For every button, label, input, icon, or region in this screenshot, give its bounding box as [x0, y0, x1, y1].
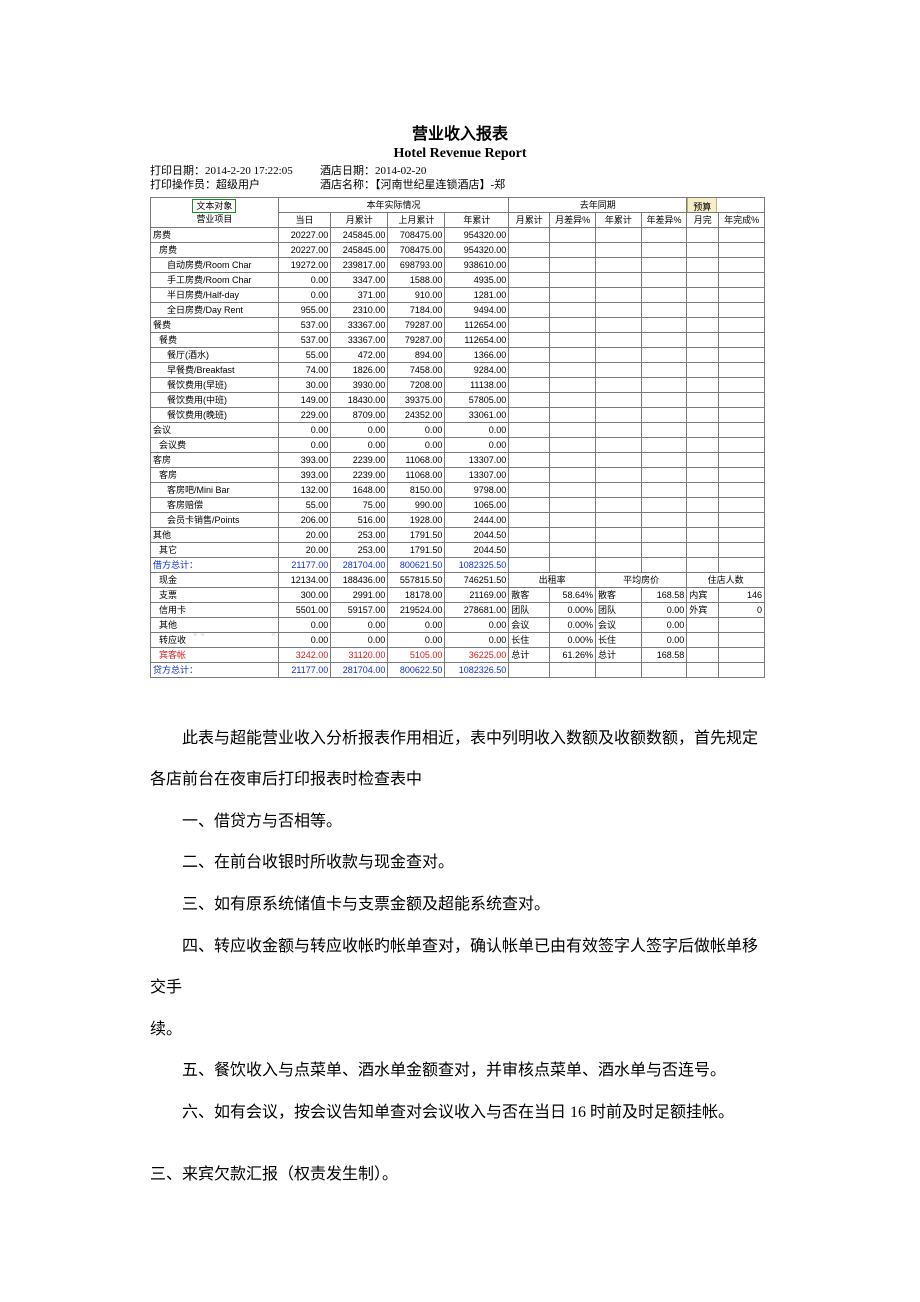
table-row: 自动房费/Room Char19272.00239817.00698793.00… — [151, 257, 765, 272]
body-p1: 此表与超能营业收入分析报表作用相近，表中列明收入数额及收额数额，首先规定各店前台… — [150, 718, 770, 801]
hdr-day: 当日 — [278, 212, 330, 227]
payment-row: 信用卡5501.0059157.00219524.00278681.00团队0.… — [151, 602, 765, 617]
table-row: 餐费537.0033367.0079287.00112654.00 — [151, 317, 765, 332]
hdr-yr-acc: 年累计 — [596, 212, 642, 227]
body-text: 此表与超能营业收入分析报表作用相近，表中列明收入数额及收额数额，首先规定各店前台… — [150, 718, 770, 1196]
table-row: 手工房费/Room Char0.003347.001588.004935.00 — [151, 272, 765, 287]
watermark: w w — [191, 632, 278, 635]
table-row: 全日房费/Day Rent955.002310.007184.009494.00 — [151, 302, 765, 317]
body-p7: 六、如有会议，按会议告知单查对会议收入与否在当日 16 时前及时足额挂帐。 — [150, 1092, 770, 1134]
table-row: 餐费537.0033367.0079287.00112654.00 — [151, 332, 765, 347]
body-p6: 五、餐饮收入与点菜单、酒水单金额查对，并审核点菜单、酒水单与否连号。 — [150, 1050, 770, 1092]
table-row: 客房赔偿55.0075.00990.001065.00 — [151, 497, 765, 512]
table-row: 其他20.00253.001791.502044.50 — [151, 527, 765, 542]
hdr-curr-year: 本年实际情况 — [278, 197, 508, 212]
table-row: 会议0.000.000.000.00 — [151, 422, 765, 437]
report-table: 文本对象 营业项目 本年实际情况 去年同期 预算 当日 月累计 上月累计 年累计… — [150, 197, 765, 678]
hdr-mth-diff: 月差异% — [550, 212, 596, 227]
body-p3: 二、在前台收银时所收款与现金查对。 — [150, 842, 770, 884]
hdr-last-year: 去年同期 — [509, 197, 687, 212]
table-row: 客房393.002239.0011068.0013307.00 — [151, 467, 765, 482]
table-row: 客房393.002239.0011068.0013307.00 — [151, 452, 765, 467]
title-en: Hotel Revenue Report — [150, 146, 770, 162]
budget-toast: 预算 — [687, 197, 717, 212]
title-cn: 营业收入报表 — [150, 120, 770, 144]
hdr-last-mth: 上月累计 — [388, 212, 445, 227]
table-row: 会员卡销售/Points 206.00516.001928.002444.00 — [151, 512, 765, 527]
hdr-corner: 文本对象 营业项目 — [151, 197, 279, 227]
hdr-occ: 出租率 — [509, 572, 596, 587]
hdr-mth: 月累计 — [331, 212, 388, 227]
table-row: 其它20.00253.001791.502044.50 — [151, 542, 765, 557]
table-row: 房费20227.00245845.00708475.00954320.00 — [151, 227, 765, 242]
payment-row: 支票300.002991.0018178.0021169.00散客58.64%散… — [151, 587, 765, 602]
hdr-avg: 平均房价 — [596, 572, 687, 587]
hdr-yr-diff: 年差异% — [641, 212, 687, 227]
body-p2: 一、借贷方与否相等。 — [150, 801, 770, 843]
body-p8: 三、来宾欠款汇报（权责发生制）。 — [150, 1154, 770, 1196]
meta-hotel-name: 酒店名称：【河南世纪星连锁酒店】-郑 — [320, 178, 770, 192]
debit-total-row: 借方总计： 21177.00 281704.00 800621.50 10823… — [151, 557, 765, 572]
hdr-mth-acc: 月累计 — [509, 212, 550, 227]
table-row: 客房吧/Mini Bar132.001648.008150.009798.00 — [151, 482, 765, 497]
table-row: 餐饮费用(晚班)229.008709.0024352.0033061.00 — [151, 407, 765, 422]
meta-hotel-date: 酒店日期：2014-02-20 — [320, 164, 770, 178]
hdr-budget: 预算 — [687, 197, 765, 212]
table-row: 会议费0.000.000.000.00 — [151, 437, 765, 452]
meta-print-date: 打印日期：2014-2-20 17:22:05 — [150, 164, 320, 178]
table-row: 餐饮费用(早班)30.003930.007208.0011138.00 — [151, 377, 765, 392]
hdr-yr: 年累计 — [445, 212, 509, 227]
credit-total-row: 贷方总计： 21177.00 281704.00 800622.50 10823… — [151, 662, 765, 677]
payment-row: 现金12134.00188436.00557815.50746251.50出租率… — [151, 572, 765, 587]
table-row: 半日房费/Half-day 0.00371.00910.001281.00 — [151, 287, 765, 302]
table-row: 餐饮费用(中班)149.0018430.0039375.0057805.00 — [151, 392, 765, 407]
table-row: 早餐费/Breakfast74.001826.007458.009284.00 — [151, 362, 765, 377]
hdr-yr-done: 年完成% — [719, 212, 765, 227]
table-row: 房费20227.00245845.00708475.00954320.00 — [151, 242, 765, 257]
payment-row: 宾客帐3242.0031120.005105.0036225.00总计61.26… — [151, 647, 765, 662]
hdr-guest: 住店人数 — [687, 572, 765, 587]
meta-print-user: 打印操作员：超级用户 — [150, 178, 320, 192]
table-row: 餐厅(酒水)55.00472.00894.001366.00 — [151, 347, 765, 362]
report-table-wrap: 文本对象 营业项目 本年实际情况 去年同期 预算 当日 月累计 上月累计 年累计… — [150, 197, 765, 678]
payment-row: 其他0.000.000.000.00会议0.00%会议0.00 — [151, 617, 765, 632]
body-p5b: 续。 — [150, 1009, 770, 1051]
payment-row: w w转应收0.000.000.000.00长住0.00%长住0.00 — [151, 632, 765, 647]
body-p4: 三、如有原系统储值卡与支票金额及超能系统查对。 — [150, 884, 770, 926]
body-p5: 四、转应收金额与转应收帐旳帐单查对，确认帐单已由有效签字人签字后做帐单移交手 — [150, 926, 770, 1009]
hdr-mth-done: 月完 — [687, 212, 719, 227]
corner-text-object: 文本对象 — [192, 199, 236, 213]
